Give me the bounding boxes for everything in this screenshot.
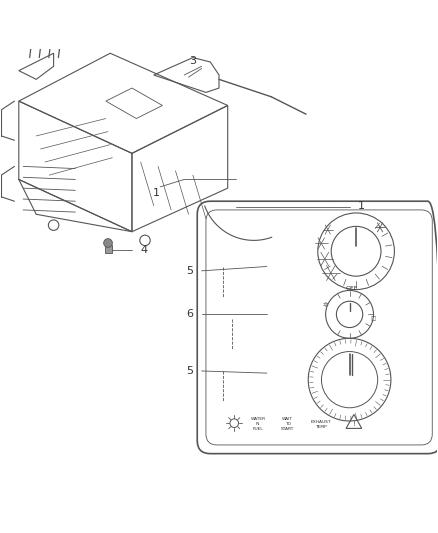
Text: 1: 1 xyxy=(153,188,160,198)
Text: ✲: ✲ xyxy=(323,302,328,308)
Text: 1: 1 xyxy=(358,201,365,212)
Text: 5: 5 xyxy=(186,266,193,276)
Text: EXHAUST
TEMP: EXHAUST TEMP xyxy=(311,419,332,429)
Text: OFF: OFF xyxy=(346,286,358,290)
Text: 3: 3 xyxy=(189,56,196,66)
Text: □: □ xyxy=(371,316,376,321)
Text: !: ! xyxy=(353,421,355,426)
Text: WATER
IN
FUEL: WATER IN FUEL xyxy=(251,417,266,431)
Text: 6: 6 xyxy=(186,309,193,319)
Text: WAIT
TO
START: WAIT TO START xyxy=(281,417,294,431)
Polygon shape xyxy=(105,245,112,254)
Text: 4: 4 xyxy=(141,245,148,255)
Text: 5: 5 xyxy=(186,366,193,376)
Circle shape xyxy=(104,239,113,247)
